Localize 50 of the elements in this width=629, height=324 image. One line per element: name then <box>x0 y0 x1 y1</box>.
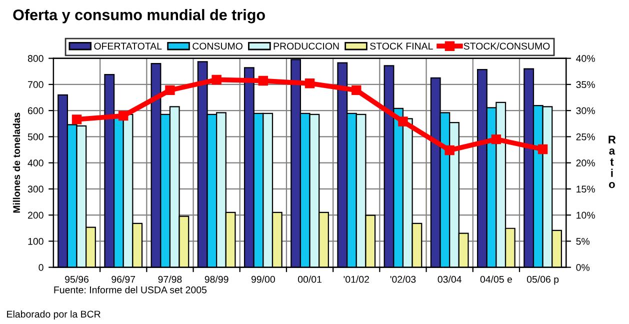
y-tick-label: 400 <box>28 160 44 166</box>
legend-label: CONSUMO <box>192 42 242 50</box>
x-tick-label: 99/00 <box>251 276 275 283</box>
y-tick-label: 600 <box>28 107 44 114</box>
x-tick-label: 03/04 <box>438 276 462 283</box>
y2-tick-label: 5% <box>576 238 590 245</box>
y2-tick-label: 20% <box>576 160 595 166</box>
point <box>538 144 548 154</box>
legend-label: OFERTATOTAL <box>94 42 162 50</box>
point <box>304 78 315 88</box>
y2-tick-label: 10% <box>576 212 595 219</box>
y2-tick-label: 30% <box>576 107 595 114</box>
chart-title: Oferta y consumo mundial de trigo <box>13 9 265 24</box>
point <box>72 114 82 124</box>
y-axis-title: Millones de toneladas <box>12 112 20 213</box>
x-tick-label: '01/02 <box>344 276 369 283</box>
point <box>212 74 222 85</box>
y2-axis-title: Ratio <box>608 136 616 188</box>
legend-label: PRODUCCION <box>274 42 339 50</box>
x-tick-label: 96/97 <box>112 276 136 283</box>
point <box>352 85 362 96</box>
legend-label: STOCK FINAL <box>370 42 433 50</box>
x-tick-label: 04/05 e <box>480 276 512 283</box>
y-tick-label: 0 <box>38 264 44 271</box>
y2-tick-label: 35% <box>576 81 595 88</box>
legend-label: STOCK/CONSUMO <box>464 42 550 50</box>
y2-tick-label: 15% <box>576 186 595 193</box>
y2-tick-label: 0% <box>576 264 590 271</box>
x-tick-label: 05/06 p <box>526 276 559 285</box>
point <box>165 85 175 96</box>
point <box>398 116 408 126</box>
x-tick-label: 95/96 <box>65 276 89 283</box>
y-tick-label: 100 <box>28 238 44 245</box>
x-tick-label: 98/99 <box>204 276 228 283</box>
x-tick-label: '02/03 <box>390 276 416 283</box>
x-tick-label: 97/98 <box>158 276 182 283</box>
y-tick-label: 300 <box>28 186 44 193</box>
y-tick-label: 200 <box>28 212 44 219</box>
point <box>118 110 128 121</box>
point <box>258 76 268 86</box>
y2-tick-label: 40% <box>576 55 595 62</box>
point <box>491 134 502 144</box>
y2-tick-label: 25% <box>576 133 595 140</box>
y-tick-label: 800 <box>28 55 44 62</box>
y-tick-label: 700 <box>28 81 44 88</box>
x-tick-label: 00/01 <box>298 276 322 283</box>
text: Elaborado por la BCR <box>7 310 100 320</box>
point <box>444 145 454 156</box>
source-note: Fuente: Informe del USDA set 2005 <box>54 286 207 294</box>
y-tick-label: 500 <box>28 133 44 140</box>
